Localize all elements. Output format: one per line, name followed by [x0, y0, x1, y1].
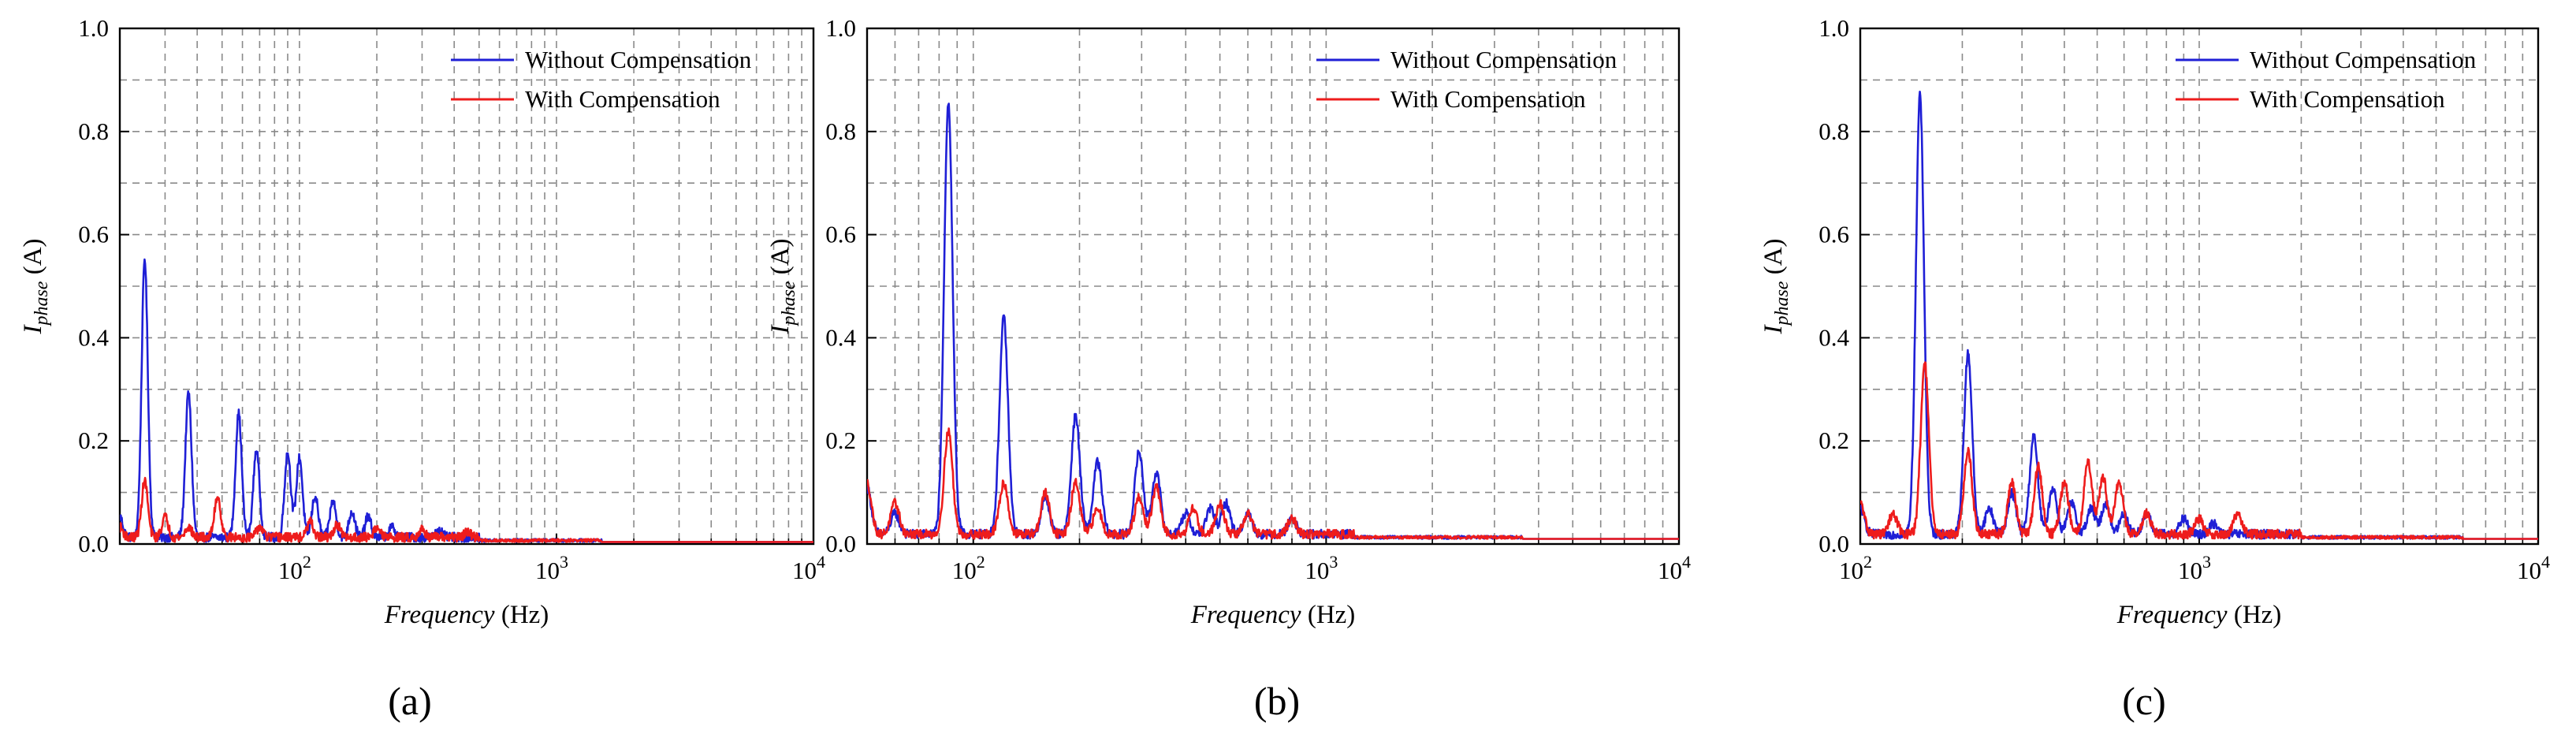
y-tick-label: 0.4 — [1818, 323, 1849, 351]
x-tick-label: 102 — [952, 552, 985, 584]
x-tick-label: 102 — [1839, 552, 1872, 584]
y-tick-label: 1.0 — [78, 14, 109, 42]
legend-label: With Compensation — [1390, 85, 1586, 113]
x-axis-label: Frequency (Hz) — [2116, 601, 2282, 629]
panel-caption: (c) — [2122, 679, 2166, 723]
panel-caption: (a) — [388, 679, 432, 723]
legend-label: Without Compensation — [2250, 46, 2477, 73]
y-tick-label: 1.0 — [1818, 14, 1849, 42]
y-tick-label: 0.0 — [825, 530, 856, 557]
x-tick-label: 104 — [792, 552, 825, 584]
x-tick-label: 102 — [278, 552, 311, 584]
legend-label: With Compensation — [2250, 85, 2445, 113]
series-line-with-compensation — [120, 476, 813, 543]
plot-frame — [865, 27, 1681, 546]
x-tick-label: 104 — [1658, 552, 1691, 584]
series-line-without-compensation — [867, 102, 1679, 540]
legend: Without Compensation With Compensation — [451, 46, 752, 113]
legend-label: Without Compensation — [525, 46, 752, 73]
plot-frame — [118, 27, 815, 546]
y-tick-label: 0.4 — [825, 323, 856, 351]
y-tick-label: 0.4 — [78, 323, 109, 351]
y-axis-label: Iphase (A) — [766, 238, 799, 334]
x-axis-label: Frequency (Hz) — [384, 601, 549, 629]
legend: Without Compensation With Compensation — [2176, 46, 2477, 113]
y-axis-label: Iphase (A) — [1759, 238, 1792, 334]
series-line-without-compensation — [120, 258, 813, 543]
x-tick-label: 103 — [535, 552, 568, 584]
y-tick-label: 1.0 — [825, 14, 856, 42]
y-tick-label: 0.8 — [1818, 117, 1849, 145]
legend-label: Without Compensation — [1390, 46, 1617, 73]
x-tick-label: 103 — [1305, 552, 1338, 584]
legend-label: With Compensation — [525, 85, 720, 113]
legend: Without Compensation With Compensation — [1316, 46, 1617, 113]
y-tick-label: 0.0 — [78, 530, 109, 557]
y-tick-label: 0.6 — [825, 221, 856, 248]
chart-panel-a: 0.0 0.2 0.4 0.6 0.8 1.0 102 103 104 Frequency (Hz… — [19, 14, 825, 723]
x-tick-label: 103 — [2178, 552, 2211, 584]
chart-panel-b: 0.0 0.2 0.4 0.6 0.8 1.0 102 103 104 Frequency (Hz… — [766, 14, 1691, 723]
panel-caption: (b) — [1254, 679, 1300, 723]
series-line-with-compensation — [1860, 361, 2538, 540]
y-axis-label: Iphase (A) — [19, 238, 52, 334]
x-tick-label: 104 — [2517, 552, 2550, 584]
y-tick-label: 0.2 — [78, 427, 109, 454]
y-tick-label: 0.6 — [1818, 221, 1849, 248]
x-axis-label: Frequency (Hz) — [1190, 601, 1356, 629]
y-tick-label: 0.2 — [1818, 427, 1849, 454]
y-tick-label: 0.6 — [78, 221, 109, 248]
series-line-with-compensation — [867, 427, 1679, 540]
y-tick-label: 0.0 — [1818, 530, 1849, 557]
y-tick-label: 0.8 — [825, 117, 856, 145]
y-tick-label: 0.8 — [78, 117, 109, 145]
chart-panel-c: 0.0 0.2 0.4 0.6 0.8 1.0 102 103 104 Frequency (Hz… — [1759, 14, 2550, 723]
y-tick-label: 0.2 — [825, 427, 856, 454]
